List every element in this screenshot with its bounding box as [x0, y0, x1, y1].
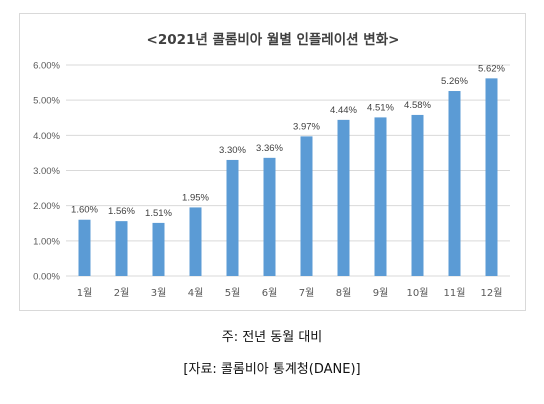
bar: [226, 159, 239, 276]
data-label: 3.30%: [219, 145, 246, 156]
chart-note: 주: 전년 동월 대비: [221, 330, 323, 345]
y-tick-label: 5.00%: [33, 96, 60, 107]
x-tick-label: 12월: [481, 287, 503, 299]
x-tick-label: 6월: [262, 287, 278, 299]
x-tick-label: 9월: [373, 287, 389, 299]
bar: [78, 219, 91, 276]
data-labels: 1.60% 1.56% 1.51% 1.95% 3.30% 3.36% 3.97% 4.44%…: [71, 63, 505, 219]
bars: [78, 78, 498, 276]
y-axis-ticks: 0.00% 1.00% 2.00% 3.00% 4.00% 5.00% 6.00%: [33, 61, 60, 283]
y-tick-label: 4.00%: [33, 131, 60, 142]
y-tick-label: 2.00%: [33, 201, 60, 212]
bar: [189, 207, 202, 276]
chart-title: <2021년 콜롬비아 월별 인플레이션 변화>: [147, 31, 400, 48]
y-tick-label: 1.00%: [33, 236, 60, 247]
data-label: 4.58%: [404, 100, 431, 111]
x-tick-label: 3월: [151, 287, 167, 299]
y-tick-label: 6.00%: [33, 61, 60, 72]
bar: [300, 136, 313, 276]
data-label: 4.44%: [330, 105, 357, 116]
x-tick-label: 7월: [299, 287, 315, 299]
y-tick-label: 0.00%: [33, 272, 60, 283]
grid-lines: [66, 64, 510, 277]
x-tick-label: 10월: [407, 287, 429, 299]
data-label: 1.56%: [108, 206, 135, 217]
x-tick-label: 4월: [188, 287, 204, 299]
data-label: 5.62%: [478, 63, 505, 74]
chart-source: [자료: 콜롬비아 통계청(DANE)]: [183, 362, 361, 377]
x-tick-label: 11월: [444, 287, 466, 299]
chart-frame: <2021년 콜롬비아 월별 인플레이션 변화> 0.00% 1.00% 2.00%…: [19, 13, 526, 311]
bar: [152, 222, 165, 276]
bar: [374, 117, 387, 276]
y-tick-label: 3.00%: [33, 166, 60, 177]
bar: [115, 221, 128, 276]
data-label: 3.97%: [293, 121, 320, 132]
x-tick-label: 1월: [77, 287, 93, 299]
data-label: 4.51%: [367, 102, 394, 113]
data-label: 5.26%: [441, 76, 468, 87]
data-label: 1.60%: [71, 205, 98, 216]
x-tick-label: 8월: [336, 287, 352, 299]
bar: [485, 78, 498, 276]
bar: [263, 157, 276, 276]
data-label: 1.95%: [182, 192, 209, 203]
bar: [337, 119, 350, 276]
x-axis-ticks: 1월 2월 3월 4월 5월 6월 7월 8월 9월 10월 11월 12월: [77, 287, 503, 299]
data-label: 3.36%: [256, 143, 283, 154]
x-tick-label: 2월: [114, 287, 130, 299]
bar: [411, 114, 424, 276]
x-tick-label: 5월: [225, 287, 241, 299]
inflation-bar-chart: <2021년 콜롬비아 월별 인플레이션 변화> 0.00% 1.00% 2.00%…: [33, 31, 510, 299]
bar: [448, 91, 461, 276]
data-label: 1.51%: [145, 208, 172, 219]
